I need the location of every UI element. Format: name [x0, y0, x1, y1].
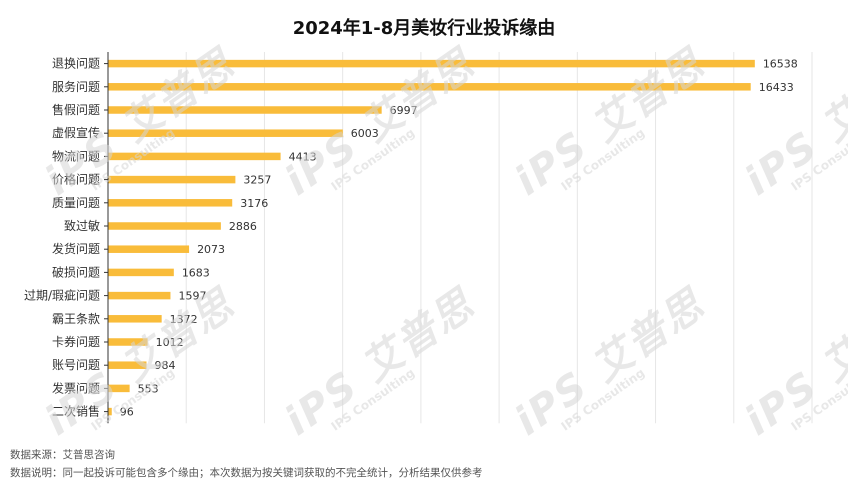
- bar: [108, 222, 221, 230]
- category-label: 售假问题: [52, 102, 100, 117]
- value-label: 96: [120, 406, 134, 419]
- bar: [108, 199, 233, 207]
- value-label: 1597: [178, 290, 206, 303]
- bar: [108, 407, 112, 416]
- category-label: 破损问题: [52, 264, 100, 279]
- category-label: 账号问题: [52, 358, 100, 372]
- value-label: 984: [154, 359, 175, 372]
- value-label: 2886: [229, 220, 257, 233]
- value-label: 4413: [289, 150, 317, 163]
- bar: [108, 59, 755, 68]
- value-label: 3176: [240, 197, 268, 210]
- category-label: 物流问题: [52, 149, 100, 163]
- bar: [108, 291, 171, 300]
- category-label: 过期/瑕疵问题: [24, 288, 100, 303]
- chart-title: 2024年1-8月美妆行业投诉缘由: [292, 18, 556, 39]
- category-label: 虚假宣传: [52, 125, 100, 140]
- bar: [108, 106, 382, 114]
- category-label: 卡券问题: [52, 334, 100, 349]
- footer-source: 数据来源：艾普思咨询: [10, 449, 115, 461]
- category-label: 发货问题: [52, 241, 100, 256]
- category-label: 二次销售: [52, 404, 100, 419]
- value-label: 1372: [170, 313, 198, 326]
- value-label: 553: [138, 382, 159, 395]
- bar: [108, 384, 130, 393]
- category-label: 霸王条款: [52, 312, 100, 326]
- value-label: 2073: [197, 243, 225, 256]
- bar: [108, 175, 236, 184]
- value-label: 1012: [156, 336, 184, 349]
- value-label: 6997: [390, 104, 418, 117]
- bar: [108, 361, 147, 369]
- value-label: 16538: [763, 58, 798, 71]
- value-label: 16433: [759, 81, 794, 94]
- value-label: 1683: [182, 266, 210, 279]
- bar: [108, 129, 343, 137]
- category-label: 价格问题: [52, 172, 100, 187]
- footer-note: 数据说明：同一起投诉可能包含多个缘由；本次数据为按关键词获取的不完全统计，分析结…: [10, 467, 483, 479]
- bar: [108, 315, 162, 323]
- category-label: 服务问题: [52, 79, 100, 94]
- value-label: 6003: [351, 127, 379, 140]
- category-label: 发票问题: [52, 380, 100, 395]
- value-label: 3257: [243, 174, 271, 187]
- bar: [108, 245, 190, 253]
- category-label: 退换问题: [52, 57, 100, 71]
- bar: [108, 338, 148, 346]
- bar: [108, 268, 174, 277]
- category-label: 致过敏: [64, 218, 100, 233]
- bar: [108, 152, 281, 161]
- bar-chart: 退换问题 16538 服务问题 16433 售假问题 6997 虚假宣传 6003 物流问题 44…: [24, 52, 813, 424]
- category-label: 质量问题: [52, 196, 100, 210]
- bar: [108, 83, 751, 91]
